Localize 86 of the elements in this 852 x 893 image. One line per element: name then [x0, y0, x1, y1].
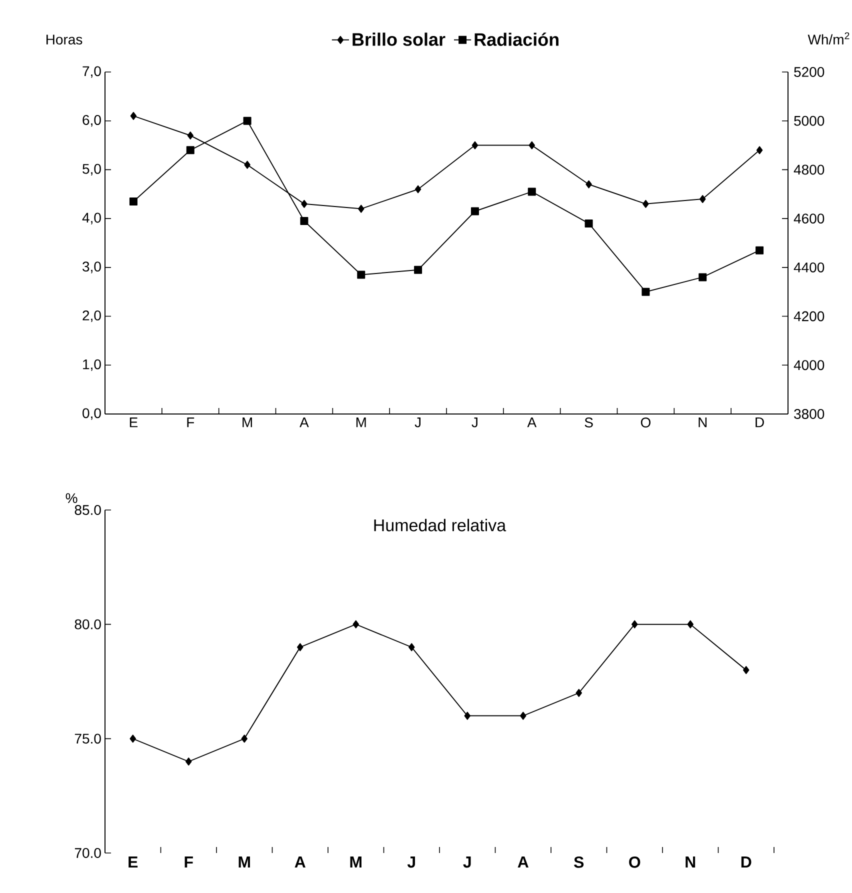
- x-tick-label: A: [518, 856, 528, 868]
- x-tick-label: S: [574, 856, 584, 868]
- point: [414, 266, 422, 274]
- x-tick-label: M: [242, 418, 252, 428]
- point: [698, 273, 707, 282]
- x-tick-label: E: [128, 856, 138, 868]
- point: [584, 219, 593, 228]
- point: [520, 712, 526, 720]
- y2-tick-label: 4200: [794, 311, 824, 322]
- y-tick-label: 0,0: [82, 408, 101, 420]
- point: [186, 146, 194, 154]
- point: [130, 734, 136, 743]
- y2-tick-label: 4000: [794, 360, 824, 370]
- point: [300, 217, 308, 226]
- point: [186, 758, 192, 766]
- x-tick-label: A: [300, 418, 309, 428]
- point: [642, 288, 650, 296]
- point: [130, 112, 137, 120]
- y-tick-label: 70.0: [74, 848, 101, 858]
- x-tick-label: M: [350, 856, 362, 868]
- y-tick-label: 6,0: [82, 115, 101, 127]
- y-tick-label: 3,0: [82, 262, 101, 274]
- y2-tick-label: 5000: [794, 116, 824, 126]
- y-tick-label: 75.0: [74, 734, 101, 744]
- x-tick-label: O: [629, 856, 640, 868]
- y-tick-label: 7,0: [82, 66, 101, 78]
- x-tick-label: M: [356, 418, 366, 428]
- chart-title: Humedad relativa: [374, 518, 506, 532]
- x-tick-label: D: [756, 418, 764, 428]
- x-tick-label: M: [238, 856, 250, 868]
- y2-tick-label: 3800: [794, 409, 824, 419]
- point: [297, 643, 304, 652]
- x-tick-label: S: [584, 418, 593, 428]
- point: [241, 734, 248, 743]
- y-tick-label: 80.0: [74, 619, 101, 630]
- legend-label: Radiación: [474, 32, 558, 46]
- point: [700, 195, 706, 204]
- x-tick-label: A: [527, 418, 537, 428]
- y2-axis-title: Wh/m$^{2}$: [808, 32, 850, 45]
- x-tick-label: J: [414, 418, 421, 428]
- point: [470, 207, 479, 216]
- y-tick-label: 1,0: [83, 359, 101, 371]
- y-axis-title: %: [66, 493, 78, 504]
- x-tick-label: N: [698, 418, 707, 428]
- y2-tick-label: 4600: [794, 214, 824, 224]
- point: [632, 620, 638, 628]
- y-tick-label: 5,0: [82, 164, 101, 176]
- y2-tick-label: 4400: [794, 262, 824, 272]
- point: [129, 197, 138, 206]
- point: [687, 620, 694, 628]
- x-tick-label: F: [187, 418, 194, 428]
- x-tick-label: J: [407, 856, 415, 868]
- point: [756, 246, 764, 254]
- point: [528, 188, 536, 196]
- y2-tick-label: 4800: [794, 164, 824, 175]
- x-tick-label: J: [463, 856, 471, 868]
- point: [243, 116, 252, 125]
- point: [414, 185, 422, 194]
- point: [187, 132, 194, 140]
- y2-tick-label: 5200: [794, 67, 824, 77]
- point: [408, 643, 415, 652]
- legend-label: Brillo solar: [352, 32, 446, 46]
- point: [244, 160, 250, 169]
- point: [756, 146, 763, 154]
- point: [576, 688, 582, 697]
- x-tick-label: A: [294, 856, 306, 868]
- point: [358, 204, 364, 213]
- point: [301, 200, 308, 208]
- point: [528, 141, 536, 150]
- x-tick-label: E: [130, 418, 138, 428]
- point: [357, 270, 366, 279]
- point: [743, 666, 750, 674]
- x-tick-label: D: [741, 856, 752, 868]
- point: [586, 180, 592, 188]
- x-tick-label: F: [184, 856, 193, 868]
- x-tick-label: N: [686, 856, 696, 868]
- y-axis-title: Horas: [46, 34, 82, 45]
- x-tick-label: O: [640, 418, 650, 428]
- y-tick-label: 4,0: [82, 212, 101, 224]
- point: [464, 712, 471, 720]
- y-tick-label: 2,0: [82, 310, 101, 322]
- point: [642, 200, 649, 208]
- y-tick-label: 85.0: [74, 505, 101, 515]
- x-tick-label: J: [472, 418, 478, 428]
- point: [352, 620, 359, 628]
- point: [472, 141, 478, 150]
